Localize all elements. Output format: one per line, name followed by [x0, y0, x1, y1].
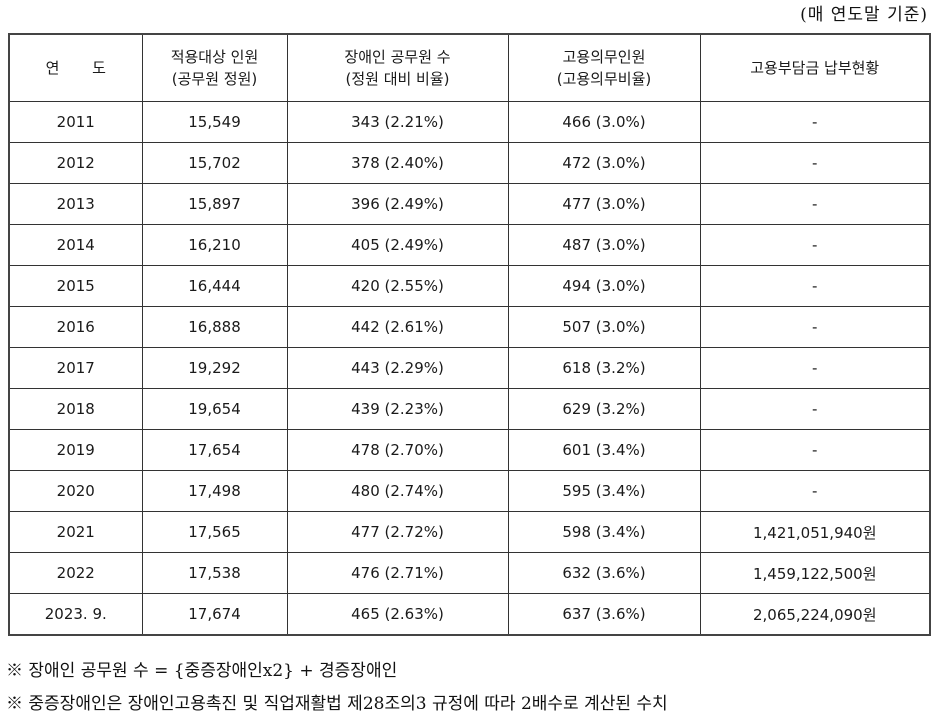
table-row: 2012 15,702 378 (2.40%) 472 (3.0%) -	[8, 142, 931, 184]
cell-disabled-staff: 476 (2.71%)	[286, 552, 509, 594]
table-row: 2016 16,888 442 (2.61%) 507 (3.0%) -	[8, 306, 931, 348]
cell-quota-base: 19,654	[141, 388, 288, 430]
table-row: 2015 16,444 420 (2.55%) 494 (3.0%) -	[8, 265, 931, 307]
cell-year: 2023. 9.	[8, 593, 143, 636]
cell-quota-base: 19,292	[141, 347, 288, 389]
cell-disabled-staff: 443 (2.29%)	[286, 347, 509, 389]
cell-levy: -	[699, 470, 931, 512]
cell-quota-base: 16,210	[141, 224, 288, 266]
cell-mandatory: 598 (3.4%)	[507, 511, 701, 553]
cell-year: 2012	[8, 142, 143, 184]
cell-disabled-staff: 480 (2.74%)	[286, 470, 509, 512]
cell-year: 2022	[8, 552, 143, 594]
cell-quota-base: 16,888	[141, 306, 288, 348]
cell-levy: -	[699, 183, 931, 225]
cell-levy: -	[699, 347, 931, 389]
cell-mandatory: 494 (3.0%)	[507, 265, 701, 307]
cell-year: 2015	[8, 265, 143, 307]
cell-disabled-staff: 442 (2.61%)	[286, 306, 509, 348]
cell-mandatory: 466 (3.0%)	[507, 101, 701, 143]
cell-year: 2014	[8, 224, 143, 266]
table-row: 2023. 9. 17,674 465 (2.63%) 637 (3.6%) 2…	[8, 593, 931, 636]
cell-quota-base: 17,538	[141, 552, 288, 594]
cell-levy: 2,065,224,090원	[699, 593, 931, 636]
header-levy: 고용부담금 납부현황	[699, 33, 931, 102]
header-year: 연 도	[8, 33, 143, 102]
cell-mandatory: 632 (3.6%)	[507, 552, 701, 594]
table-row: 2019 17,654 478 (2.70%) 601 (3.4%) -	[8, 429, 931, 471]
footnotes: ※ 장애인 공무원 수 = {중증장애인x2} + 경증장애인 ※ 중증장애인은…	[6, 655, 668, 721]
cell-levy: -	[699, 388, 931, 430]
footnote-formula: ※ 장애인 공무원 수 = {중증장애인x2} + 경증장애인	[6, 661, 398, 681]
cell-disabled-staff: 343 (2.21%)	[286, 101, 509, 143]
header-row: 연 도 적용대상 인원 (공무원 정원) 장애인 공무원 수 (정원 대비 비율…	[8, 33, 931, 102]
basis-note: (매 연도말 기준)	[800, 5, 928, 25]
table-row: 2022 17,538 476 (2.71%) 632 (3.6%) 1,459…	[8, 552, 931, 594]
cell-levy: -	[699, 142, 931, 184]
cell-year: 2020	[8, 470, 143, 512]
footnote-severe-disability: ※ 중증장애인은 장애인고용촉진 및 직업재활법 제28조의3 규정에 따라 2…	[6, 694, 668, 714]
table-row: 2018 19,654 439 (2.23%) 629 (3.2%) -	[8, 388, 931, 430]
cell-quota-base: 15,549	[141, 101, 288, 143]
cell-mandatory: 618 (3.2%)	[507, 347, 701, 389]
cell-quota-base: 17,565	[141, 511, 288, 553]
header-mandatory: 고용의무인원 (고용의무비율)	[507, 33, 701, 102]
cell-levy: -	[699, 101, 931, 143]
cell-quota-base: 17,674	[141, 593, 288, 636]
table-row: 2017 19,292 443 (2.29%) 618 (3.2%) -	[8, 347, 931, 389]
cell-mandatory: 507 (3.0%)	[507, 306, 701, 348]
cell-disabled-staff: 405 (2.49%)	[286, 224, 509, 266]
cell-levy: -	[699, 224, 931, 266]
cell-mandatory: 601 (3.4%)	[507, 429, 701, 471]
cell-quota-base: 15,702	[141, 142, 288, 184]
cell-levy: -	[699, 306, 931, 348]
cell-year: 2019	[8, 429, 143, 471]
cell-disabled-staff: 420 (2.55%)	[286, 265, 509, 307]
cell-disabled-staff: 478 (2.70%)	[286, 429, 509, 471]
table-row: 2021 17,565 477 (2.72%) 598 (3.4%) 1,421…	[8, 511, 931, 553]
cell-disabled-staff: 396 (2.49%)	[286, 183, 509, 225]
cell-year: 2013	[8, 183, 143, 225]
table-row: 2011 15,549 343 (2.21%) 466 (3.0%) -	[8, 101, 931, 143]
cell-levy: 1,459,122,500원	[699, 552, 931, 594]
header-disabled-staff: 장애인 공무원 수 (정원 대비 비율)	[286, 33, 509, 102]
cell-quota-base: 15,897	[141, 183, 288, 225]
cell-mandatory: 472 (3.0%)	[507, 142, 701, 184]
cell-mandatory: 637 (3.6%)	[507, 593, 701, 636]
cell-disabled-staff: 439 (2.23%)	[286, 388, 509, 430]
cell-year: 2016	[8, 306, 143, 348]
cell-quota-base: 17,498	[141, 470, 288, 512]
cell-mandatory: 487 (3.0%)	[507, 224, 701, 266]
cell-quota-base: 17,654	[141, 429, 288, 471]
cell-mandatory: 595 (3.4%)	[507, 470, 701, 512]
cell-levy: -	[699, 265, 931, 307]
header-quota-base: 적용대상 인원 (공무원 정원)	[141, 33, 288, 102]
table-row: 2013 15,897 396 (2.49%) 477 (3.0%) -	[8, 183, 931, 225]
cell-year: 2018	[8, 388, 143, 430]
cell-disabled-staff: 465 (2.63%)	[286, 593, 509, 636]
cell-mandatory: 629 (3.2%)	[507, 388, 701, 430]
disability-employment-table: 연 도 적용대상 인원 (공무원 정원) 장애인 공무원 수 (정원 대비 비율…	[8, 33, 931, 636]
cell-year: 2021	[8, 511, 143, 553]
cell-levy: -	[699, 429, 931, 471]
cell-disabled-staff: 378 (2.40%)	[286, 142, 509, 184]
cell-disabled-staff: 477 (2.72%)	[286, 511, 509, 553]
cell-quota-base: 16,444	[141, 265, 288, 307]
table-row: 2014 16,210 405 (2.49%) 487 (3.0%) -	[8, 224, 931, 266]
cell-mandatory: 477 (3.0%)	[507, 183, 701, 225]
table-row: 2020 17,498 480 (2.74%) 595 (3.4%) -	[8, 470, 931, 512]
cell-year: 2011	[8, 101, 143, 143]
cell-levy: 1,421,051,940원	[699, 511, 931, 553]
cell-year: 2017	[8, 347, 143, 389]
